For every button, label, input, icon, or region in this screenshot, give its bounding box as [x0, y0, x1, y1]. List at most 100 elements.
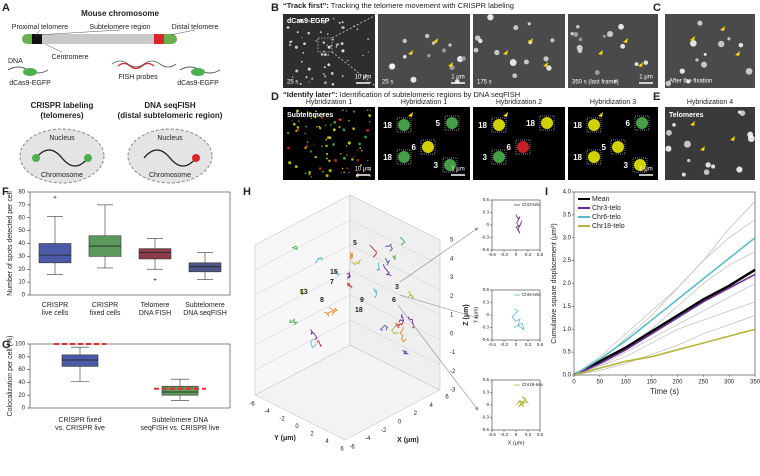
- x-tick-label: 6: [445, 395, 449, 401]
- spot: [367, 159, 369, 162]
- spot: [666, 129, 672, 136]
- x-tick-label: -0.6: [488, 432, 496, 437]
- spot-box: [586, 117, 602, 133]
- trajectory-3d: [376, 262, 381, 271]
- nucleus-label: Nucleus: [49, 135, 75, 142]
- y-tick-label: 0.6: [483, 287, 490, 292]
- box: [188, 262, 222, 273]
- x-axis-label: X (μm): [508, 440, 525, 446]
- z-tick-label: 1: [450, 313, 454, 319]
- telomere-dot: [192, 154, 200, 162]
- subtelomere-body: [42, 34, 154, 44]
- spot: [327, 45, 331, 49]
- spot: [294, 165, 298, 169]
- x-tick-label: 300: [724, 380, 735, 386]
- y-tick-label: 0: [486, 312, 489, 317]
- axis-label: Y (μm): [274, 435, 296, 442]
- spot: [527, 22, 531, 26]
- spot: [295, 69, 299, 73]
- spot: [368, 114, 372, 117]
- label: DNA: [8, 58, 23, 65]
- spot: [341, 75, 344, 77]
- spot-label: 3: [483, 153, 488, 162]
- spot: [310, 176, 312, 178]
- spot: [315, 110, 317, 113]
- leader: [169, 29, 196, 36]
- spot: [473, 47, 479, 53]
- spot: [339, 153, 342, 155]
- spot: [345, 110, 348, 112]
- scale-label: 1 μm: [639, 75, 652, 81]
- nucleus: [19, 128, 105, 184]
- y-tick-label: 60: [18, 367, 25, 373]
- spot: [346, 167, 349, 170]
- spot: [343, 171, 345, 174]
- series-line: [573, 237, 756, 376]
- spot: [332, 128, 336, 132]
- cartoon-title: DNA seqFISH: [144, 101, 195, 110]
- trajectory-3d: [315, 256, 324, 264]
- y-tick-label: 4.0: [563, 190, 572, 196]
- y-tick-label: 40: [18, 380, 25, 386]
- spot: [602, 34, 606, 38]
- scale-label: 10 μm: [355, 167, 372, 173]
- spot: [461, 56, 466, 61]
- trajectory-3d: [392, 255, 397, 261]
- y-tick-label: 1.5: [563, 304, 572, 310]
- spot-label: 18: [355, 307, 363, 314]
- x-tick-label: -6: [349, 445, 355, 451]
- spot: [288, 161, 292, 165]
- spot: [326, 136, 330, 139]
- spot: [289, 41, 292, 44]
- image-header: Hybridization 4: [687, 99, 733, 106]
- z-tick-label: 3: [450, 275, 454, 281]
- spot: [686, 79, 691, 84]
- x-tick-label: 0: [515, 252, 518, 257]
- trajectory-3d: [310, 338, 317, 349]
- series-line: [573, 268, 756, 377]
- spot: [360, 164, 363, 167]
- spot-label: 6: [626, 119, 631, 128]
- spot: [331, 83, 335, 86]
- spot: [330, 72, 334, 75]
- arrowhead: [448, 62, 453, 67]
- grid-3d: [349, 319, 441, 366]
- label: Subtelomere region: [89, 24, 150, 31]
- y-tick-label: 0.3: [483, 390, 490, 395]
- spot: [364, 74, 368, 77]
- x-tick-label: 150: [647, 380, 658, 386]
- spot: [340, 42, 344, 45]
- panel-letter: C: [653, 2, 661, 14]
- y-tick-label: 10: [18, 280, 25, 286]
- x-tick-label: 2: [414, 411, 418, 417]
- spot: [321, 145, 323, 148]
- spot: [687, 158, 691, 163]
- trajectory-3d: [396, 321, 404, 329]
- background-line: [573, 200, 756, 376]
- spot: [718, 40, 725, 48]
- legend-label: Chr3-telo: [522, 202, 541, 207]
- spot: [322, 20, 326, 24]
- spot-label: 15: [330, 269, 338, 276]
- spot: [356, 158, 360, 162]
- spot-label: 6: [392, 297, 396, 304]
- image-label: dCas9-EGFP: [287, 18, 330, 25]
- background-line: [573, 251, 756, 376]
- spot-label: 6: [412, 143, 417, 152]
- panel-d-title: “Identify later”: Identification of subt…: [283, 90, 520, 99]
- spot: [342, 128, 346, 132]
- spot-box: [491, 149, 507, 165]
- spot: [314, 155, 317, 159]
- arrowhead: [503, 112, 508, 117]
- x-tick-label: 0: [515, 432, 518, 437]
- background-line: [573, 315, 756, 376]
- micrograph: [568, 14, 658, 88]
- trajectory-3d: [399, 326, 407, 343]
- spot: [328, 136, 332, 140]
- spot: [318, 167, 322, 170]
- y-tick-label: 1.0: [563, 327, 572, 333]
- spot: [362, 54, 364, 57]
- spot: [727, 37, 731, 41]
- dna: [111, 60, 177, 68]
- trajectory-3d: [382, 264, 392, 277]
